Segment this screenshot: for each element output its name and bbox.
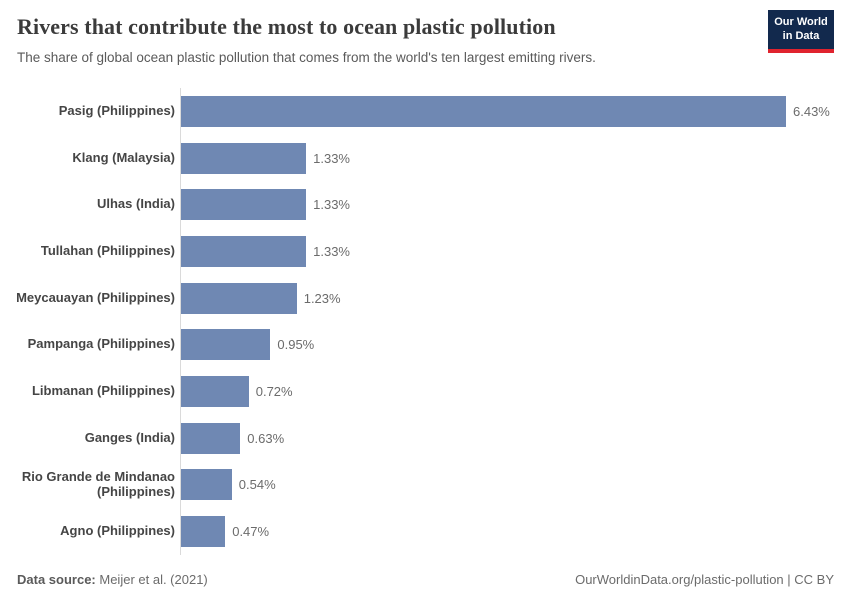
chart-row: Tullahan (Philippines) 1.33% (16, 228, 850, 275)
bar-area: 0.63% (180, 422, 850, 454)
category-label: Pampanga (Philippines) (27, 336, 175, 352)
bar[interactable] (181, 142, 307, 174)
chart-header: Rivers that contribute the most to ocean… (17, 10, 834, 65)
bar[interactable] (181, 375, 249, 407)
chart-row: Ganges (India) 0.63% (16, 415, 850, 462)
category-label: Meycauayan (Philippines) (16, 289, 175, 305)
category-label: Agno (Philippines) (60, 523, 175, 539)
bar[interactable] (181, 422, 241, 454)
owid-logo-text: Our World in Data (768, 10, 834, 49)
data-source-note: Data source: Meijer et al. (2021) (17, 572, 208, 587)
bar-chart: Pasig (Philippines) 6.43% Klang (Malaysia)… (16, 88, 850, 555)
category-label: Rio Grande de Mindanao (Philippines) (21, 468, 175, 499)
owid-logo-line1: Our World (774, 16, 828, 28)
category-label: Klang (Malaysia) (72, 149, 175, 165)
chart-row: Pampanga (Philippines) 0.95% (16, 321, 850, 368)
bar-area: 0.47% (180, 516, 850, 548)
chart-subtitle: The share of global ocean plastic pollut… (17, 50, 596, 65)
chart-row: Agno (Philippines) 0.47% (16, 508, 850, 555)
owid-url-link[interactable]: OurWorldinData.org/plastic-pollution (575, 572, 784, 587)
license-label: CC BY (794, 572, 834, 587)
bar[interactable] (181, 469, 232, 501)
bar-value-label: 1.33% (313, 197, 350, 213)
chart-row: Klang (Malaysia) 1.33% (16, 135, 850, 182)
owid-logo[interactable]: Our World in Data (768, 10, 834, 53)
chart-title: Rivers that contribute the most to ocean… (17, 14, 556, 39)
bar-area: 6.43% (180, 95, 850, 127)
bar[interactable] (181, 282, 297, 314)
bar-area: 0.72% (180, 375, 850, 407)
owid-logo-red-strip (768, 48, 834, 53)
bar[interactable] (181, 516, 226, 548)
chart-row: Ulhas (India) 1.33% (16, 181, 850, 228)
bar-value-label: 0.72% (255, 383, 293, 399)
chart-row: Rio Grande de Mindanao (Philippines) 0.54… (16, 462, 850, 509)
chart-row: Meycauayan (Philippines) 1.23% (16, 275, 850, 322)
attribution: OurWorldinData.org/plastic-pollution | C… (575, 572, 834, 587)
owid-logo-line2: in Data (782, 29, 820, 42)
chart-footer: Data source: Meijer et al. (2021) OurWor… (17, 572, 834, 587)
bar-value-label: 6.43% (793, 103, 830, 119)
category-label: Ulhas (India) (96, 196, 175, 212)
bar-value-label: 0.54% (238, 477, 276, 493)
category-label: Pasig (Philippines) (58, 102, 175, 118)
bar-value-label: 1.33% (313, 243, 350, 259)
bar-area: 1.33% (180, 235, 850, 267)
bar-value-label: 0.47% (232, 524, 270, 540)
bar-value-label: 1.23% (303, 290, 341, 306)
bar-area: 1.33% (180, 142, 850, 174)
bar[interactable] (181, 95, 786, 127)
bar-value-label: 1.33% (313, 150, 350, 166)
category-label: Libmanan (Philippines) (31, 383, 175, 398)
chart-row: Libmanan (Philippines) 0.72% (16, 368, 850, 415)
bar-value-label: 0.63% (247, 430, 285, 446)
data-source-label: Data source: (17, 572, 96, 587)
bar[interactable] (181, 189, 307, 221)
attribution-separator: | (783, 572, 795, 587)
chart-row: Pasig (Philippines) 6.43% (16, 88, 850, 135)
category-label: Tullahan (Philippines) (40, 242, 175, 258)
bar-area: 1.33% (180, 189, 850, 221)
bar-area: 0.95% (180, 329, 850, 361)
bar[interactable] (181, 235, 307, 267)
category-label: Ganges (India) (84, 429, 175, 445)
bar[interactable] (181, 329, 271, 361)
data-source-value: Meijer et al. (2021) (99, 572, 208, 587)
bar-area: 1.23% (180, 282, 850, 314)
bar-value-label: 0.95% (277, 337, 315, 353)
bar-area: 0.54% (180, 469, 850, 501)
